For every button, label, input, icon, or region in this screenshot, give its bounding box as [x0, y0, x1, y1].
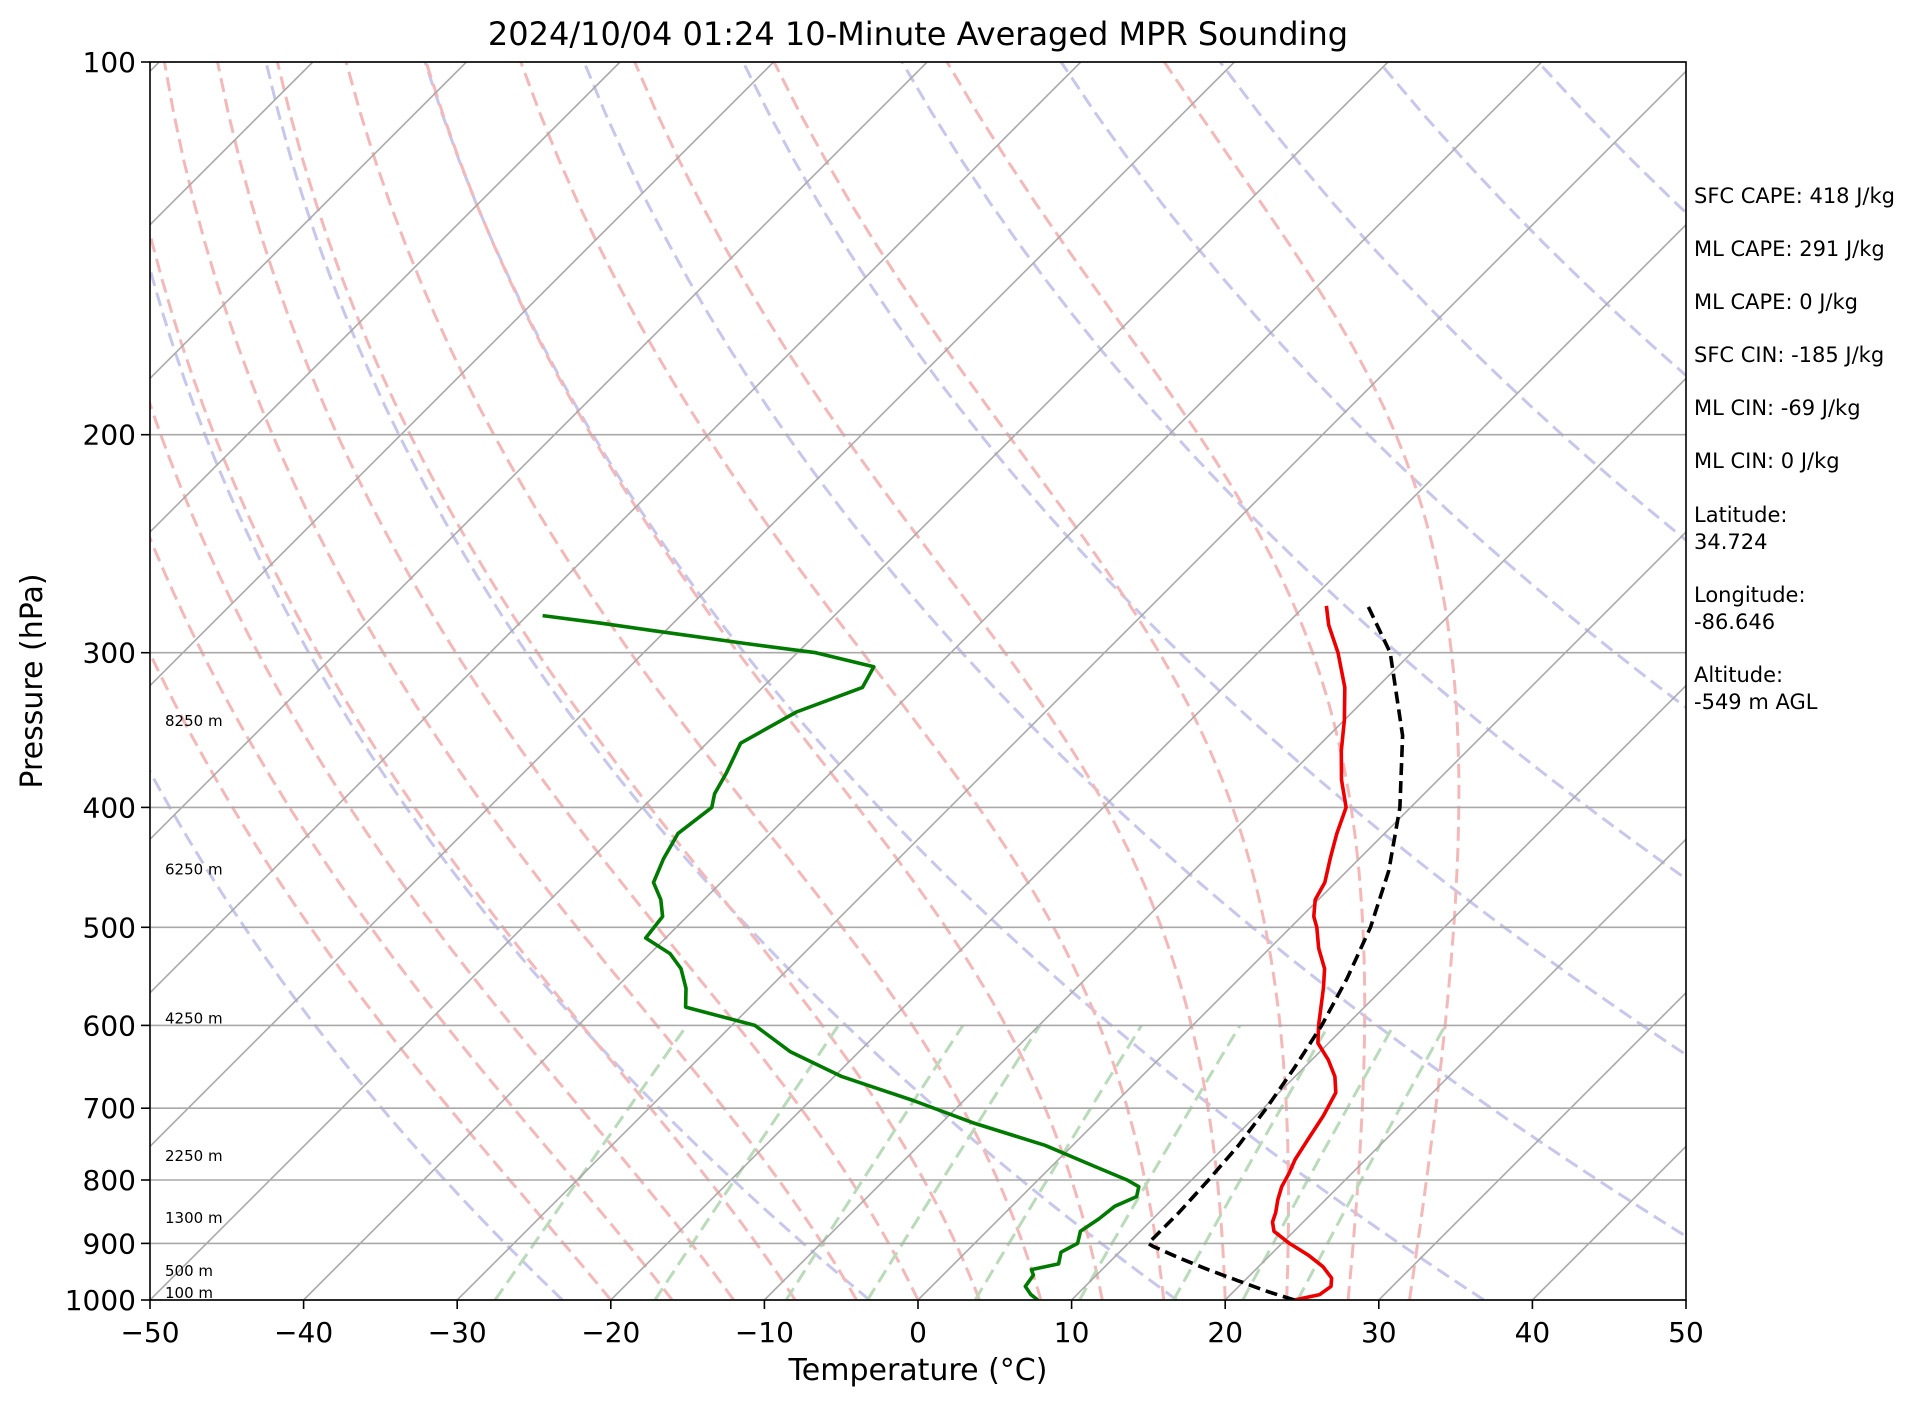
- moist-adiabat-line: [633, 62, 1227, 1300]
- moist-adiabat-line: [216, 62, 920, 1300]
- info-line: ML CAPE: 0 J/kg: [1694, 290, 1858, 314]
- y-tick-label: 400: [83, 791, 136, 824]
- isotherm-line: [917, 530, 1686, 1300]
- y-tick-label: 600: [83, 1009, 136, 1042]
- height-label: 100 m: [165, 1284, 213, 1302]
- moist-adiabat-line: [162, 62, 858, 1300]
- isotherm-line: [150, 62, 928, 841]
- y-tick-label: 500: [83, 911, 136, 944]
- isotherm-line: [150, 62, 1389, 1300]
- height-label: 500 m: [165, 1262, 213, 1280]
- info-line: Longitude:: [1694, 583, 1806, 607]
- temperature-line: [1270, 605, 1348, 1300]
- dry-adiabat-line: [150, 768, 564, 1300]
- x-tick-label: −20: [581, 1316, 640, 1349]
- y-tick-label: 1000: [65, 1284, 136, 1317]
- dry-adiabat-line: [264, 62, 1178, 1300]
- height-label: 2250 m: [165, 1147, 223, 1165]
- isotherm-line: [303, 62, 1543, 1300]
- y-axis-ticks: 100 200 300 400 500 600 700 800 900 1000: [65, 46, 150, 1317]
- height-labels: 100 m 500 m 1300 m 2250 m 4250 m 6250 m 8250 m: [165, 712, 223, 1302]
- isotherm-line: [610, 223, 1686, 1300]
- moist-adiabat-line: [945, 62, 1367, 1300]
- mixing-ratio-line: [493, 1024, 689, 1300]
- dry-adiabat-line: [582, 62, 1686, 1239]
- height-label: 4250 m: [165, 1009, 223, 1027]
- x-tick-label: −30: [428, 1316, 487, 1349]
- isotherm-line: [150, 62, 467, 380]
- moist-adiabat-line: [150, 227, 797, 1300]
- info-line: SFC CAPE: 418 J/kg: [1694, 184, 1895, 208]
- moist-adiabat-line: [424, 62, 1104, 1300]
- info-line: Altitude:: [1694, 663, 1783, 687]
- info-line: SFC CIN: -185 J/kg: [1694, 343, 1884, 367]
- x-tick-label: 0: [909, 1316, 927, 1349]
- y-tick-label: 700: [83, 1092, 136, 1125]
- y-tick-label: 300: [83, 637, 136, 670]
- chart-title: 2024/10/04 01:24 10-Minute Averaged MPR …: [488, 15, 1348, 53]
- x-tick-label: −10: [735, 1316, 794, 1349]
- y-tick-label: 200: [83, 419, 136, 452]
- moist-adiabat-line: [150, 399, 735, 1300]
- moist-adiabat-line: [344, 62, 1043, 1300]
- background-lines: [150, 62, 1686, 1300]
- y-tick-label: 800: [83, 1164, 136, 1197]
- dry-adiabat-line: [150, 263, 871, 1300]
- y-tick-label: 100: [83, 46, 136, 79]
- dewpoint-line: [542, 613, 1141, 1300]
- mixing-ratio-line: [653, 1024, 840, 1300]
- isotherm-line: [1224, 838, 1686, 1300]
- info-panel: SFC CAPE: 418 J/kg ML CAPE: 291 J/kg ML CA…: [1694, 184, 1895, 714]
- x-tick-label: 20: [1207, 1316, 1243, 1349]
- mixing-ratio-line: [866, 1024, 1042, 1300]
- y-tick-label: 900: [83, 1227, 136, 1260]
- isotherm-line: [150, 62, 1235, 1148]
- info-line: -86.646: [1694, 610, 1775, 634]
- isotherm-line: [150, 62, 1082, 994]
- moist-adiabat-line: [275, 62, 981, 1300]
- moist-adiabat-line: [519, 62, 1166, 1300]
- x-axis-ticks: −50 −40 −30 −20 −10 0 10 20 30 40 50: [120, 1300, 1704, 1349]
- y-axis-title: Pressure (hPa): [15, 573, 50, 788]
- isotherm-line: [1071, 684, 1686, 1300]
- x-tick-label: 50: [1668, 1316, 1704, 1349]
- isotherm-line: [763, 377, 1686, 1300]
- x-axis-title: Temperature (°C): [788, 1353, 1048, 1388]
- isotherm-line: [150, 62, 775, 687]
- mixing-ratio-line: [784, 1024, 965, 1300]
- isotherm-line: [456, 70, 1686, 1300]
- moist-adiabat-line: [150, 650, 612, 1300]
- info-line: ML CIN: 0 J/kg: [1694, 449, 1840, 473]
- info-line: -549 m AGL: [1694, 690, 1818, 714]
- isotherm-line: [1378, 991, 1686, 1300]
- info-line: ML CIN: -69 J/kg: [1694, 396, 1861, 420]
- moist-adiabat-line: [1163, 62, 1461, 1300]
- info-line: Latitude:: [1694, 503, 1788, 527]
- x-tick-label: 40: [1515, 1316, 1551, 1349]
- dry-adiabat-line: [1059, 62, 1686, 710]
- sounding-series: [542, 605, 1405, 1300]
- dry-adiabat-line: [900, 62, 1686, 881]
- parcel-line: [1146, 605, 1405, 1300]
- x-tick-label: 10: [1054, 1316, 1090, 1349]
- info-line: 34.724: [1694, 530, 1767, 554]
- x-tick-label: −40: [274, 1316, 333, 1349]
- moist-adiabat-line: [150, 534, 674, 1300]
- dry-adiabat-line: [741, 62, 1686, 1057]
- isotherm-line: [150, 62, 621, 534]
- x-tick-label: −50: [120, 1316, 179, 1349]
- height-label: 6250 m: [165, 861, 223, 879]
- height-label: 8250 m: [165, 712, 223, 730]
- x-tick-label: 30: [1361, 1316, 1397, 1349]
- info-line: ML CAPE: 291 J/kg: [1694, 237, 1885, 261]
- height-label: 1300 m: [165, 1209, 223, 1227]
- moist-adiabat-line: [772, 62, 1290, 1300]
